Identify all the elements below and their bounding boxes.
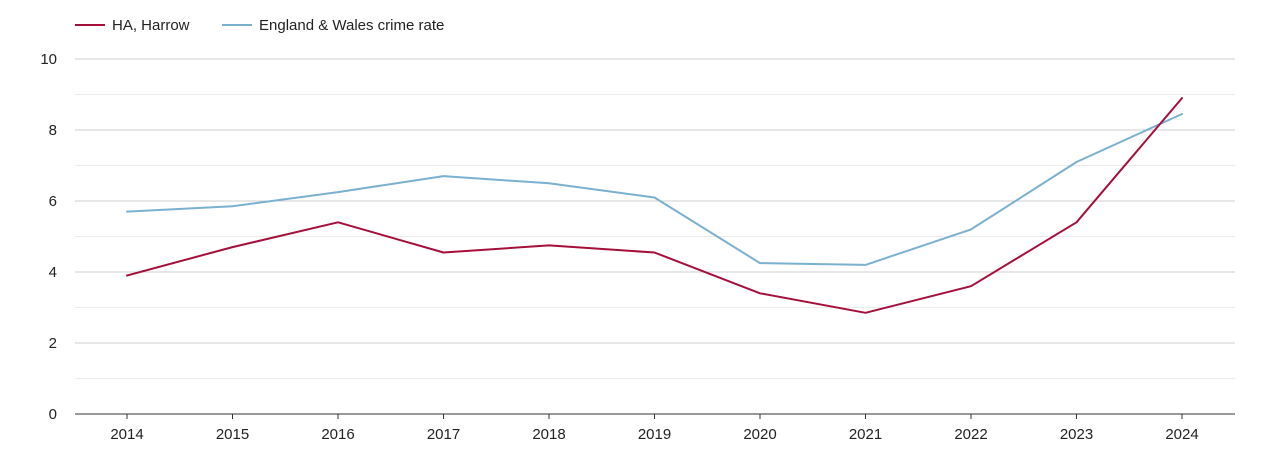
gridlines (75, 58, 1235, 379)
x-tick-label: 2018 (532, 426, 565, 443)
x-tick-label: 2014 (110, 426, 143, 443)
legend: HA, Harrow England & Wales crime rate (75, 17, 444, 34)
x-tick-label: 2021 (849, 426, 882, 443)
legend-label: HA, Harrow (112, 17, 190, 34)
x-tick-label: 2022 (954, 426, 987, 443)
legend-label: England & Wales crime rate (259, 17, 444, 34)
y-tick-label: 8 (49, 122, 57, 139)
x-tick-label: 2020 (743, 426, 776, 443)
x-tick-label: 2016 (321, 426, 354, 443)
y-tick-label: 10 (40, 51, 57, 68)
series-lines (126, 97, 1183, 314)
series-line-1 (126, 113, 1183, 266)
x-tick-label: 2017 (427, 426, 460, 443)
x-axis-ticks: 2014 2015 2016 2017 2018 2019 2020 2021 2022 2023… (110, 414, 1199, 443)
y-tick-label: 6 (49, 193, 57, 210)
x-tick-label: 2023 (1060, 426, 1093, 443)
series-line-0 (126, 97, 1183, 314)
y-tick-label: 2 (49, 335, 57, 352)
y-tick-label: 0 (49, 406, 57, 423)
x-tick-label: 2015 (216, 426, 249, 443)
x-tick-label: 2019 (638, 426, 671, 443)
y-axis-ticks: 0 2 4 6 8 10 (40, 51, 57, 423)
x-tick-label: 2024 (1165, 426, 1198, 443)
y-tick-label: 4 (49, 264, 57, 281)
